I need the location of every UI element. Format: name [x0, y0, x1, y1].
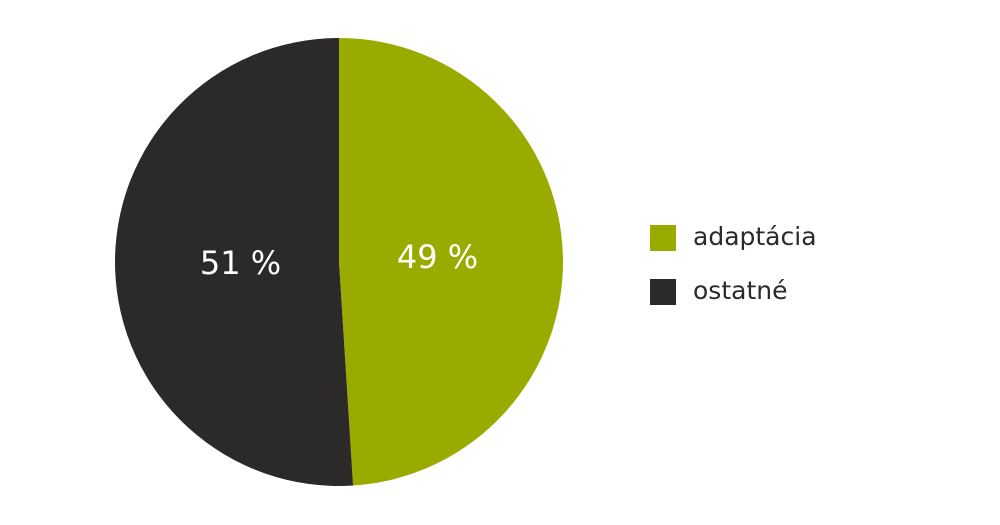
pie-slice	[339, 38, 564, 486]
pie-slice	[115, 38, 354, 486]
slice-label: 49 %	[397, 238, 478, 276]
legend-swatch	[650, 225, 676, 251]
legend-label: adaptácia	[693, 222, 817, 251]
legend-swatch	[650, 279, 676, 305]
legend-label: ostatné	[693, 276, 787, 305]
slice-label: 51 %	[200, 244, 281, 282]
